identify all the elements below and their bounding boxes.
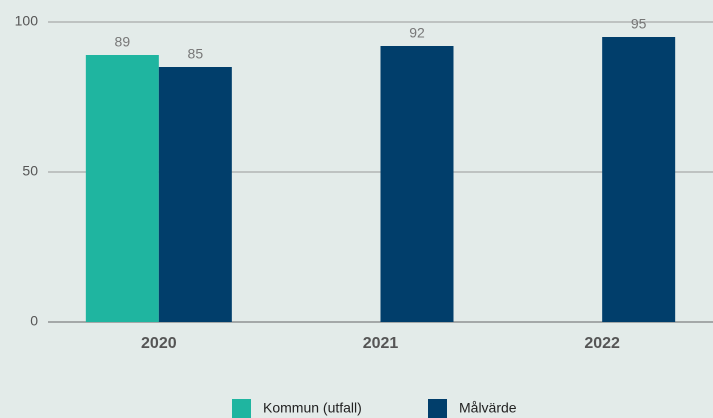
- y-tick-label: 0: [30, 313, 38, 329]
- legend-label: Målvärde: [459, 400, 517, 416]
- y-tick-label: 100: [15, 13, 39, 29]
- data-label: 95: [631, 16, 647, 32]
- data-label: 85: [188, 46, 204, 62]
- data-label: 92: [409, 25, 425, 41]
- legend-label: Kommun (utfall): [263, 400, 362, 416]
- legend-swatch: [428, 399, 447, 418]
- data-label: 89: [115, 34, 131, 50]
- x-tick-label: 2021: [363, 335, 399, 352]
- x-tick-label: 2022: [584, 335, 620, 352]
- bar: [158, 67, 232, 322]
- bar: [380, 46, 454, 322]
- bar: [602, 37, 676, 322]
- x-tick-label: 2020: [141, 335, 177, 352]
- legend-swatch: [232, 399, 251, 418]
- bar: [85, 55, 159, 322]
- y-tick-label: 50: [22, 163, 38, 179]
